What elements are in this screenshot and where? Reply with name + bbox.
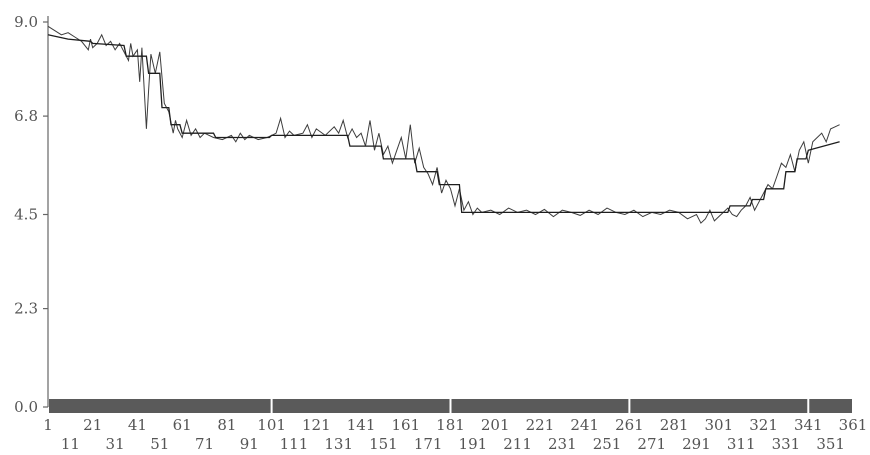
x-tick-label: 11 [61, 435, 80, 453]
baseline-bar [49, 399, 852, 413]
series-line-smoothed [47, 34, 840, 214]
x-tick-label: 1 [43, 416, 53, 434]
x-tick-label: 71 [195, 435, 214, 453]
x-tick-label: 31 [106, 435, 125, 453]
x-tick-label: 251 [593, 435, 622, 453]
x-tick-label: 51 [150, 435, 169, 453]
x-tick-label: 201 [481, 416, 510, 434]
x-tick-label: 261 [615, 416, 644, 434]
x-tick-label: 91 [240, 435, 259, 453]
plot-area [47, 25, 840, 224]
x-tick-label: 101 [257, 416, 286, 434]
x-tick-label: 171 [414, 435, 443, 453]
x-tick-label: 271 [637, 435, 666, 453]
x-tick-label: 211 [503, 435, 532, 453]
x-tick-label: 21 [83, 416, 102, 434]
x-tick-label: 281 [660, 416, 689, 434]
x-tick-label: 161 [391, 416, 420, 434]
x-tick-label: 321 [749, 416, 778, 434]
y-tick-label: 2.3 [14, 300, 38, 318]
x-tick-label: 111 [280, 435, 309, 453]
x-tick-label: 341 [794, 416, 823, 434]
y-tick-label: 9.0 [14, 13, 38, 31]
x-tick-label: 61 [173, 416, 192, 434]
y-axis-tick-labels: 0.0 2.3 4.5 6.8 9.0 [14, 13, 48, 416]
x-tick-label: 41 [128, 416, 147, 434]
x-tick-label: 351 [816, 435, 845, 453]
baseline-bar-segment [451, 399, 629, 413]
x-tick-label: 331 [772, 435, 801, 453]
x-tick-label: 151 [369, 435, 398, 453]
y-tick-label: 6.8 [14, 107, 38, 125]
x-tick-label: 301 [705, 416, 734, 434]
x-tick-label: 141 [347, 416, 376, 434]
x-tick-label: 191 [459, 435, 488, 453]
x-tick-label: 131 [324, 435, 353, 453]
x-tick-label: 361 [839, 416, 868, 434]
x-tick-label: 221 [526, 416, 555, 434]
x-tick-label: 291 [682, 435, 711, 453]
baseline-bar-segment [809, 399, 852, 413]
x-tick-label: 241 [570, 416, 599, 434]
baseline-bar-segment [272, 399, 450, 413]
x-tick-label: 231 [548, 435, 577, 453]
x-tick-label: 121 [302, 416, 331, 434]
y-tick-label: 4.5 [14, 206, 38, 224]
x-tick-label: 81 [217, 416, 236, 434]
x-axis-tick-labels: 1 21 41 61 81 101 121 141 161 181 201 221 241 261 281 3… [43, 416, 867, 453]
series-line-raw [47, 25, 840, 224]
y-tick-label: 0.0 [14, 398, 38, 416]
x-tick-label: 181 [436, 416, 465, 434]
baseline-bar-segment [49, 399, 271, 413]
x-tick-label: 311 [727, 435, 756, 453]
baseline-bar-segment [630, 399, 808, 413]
